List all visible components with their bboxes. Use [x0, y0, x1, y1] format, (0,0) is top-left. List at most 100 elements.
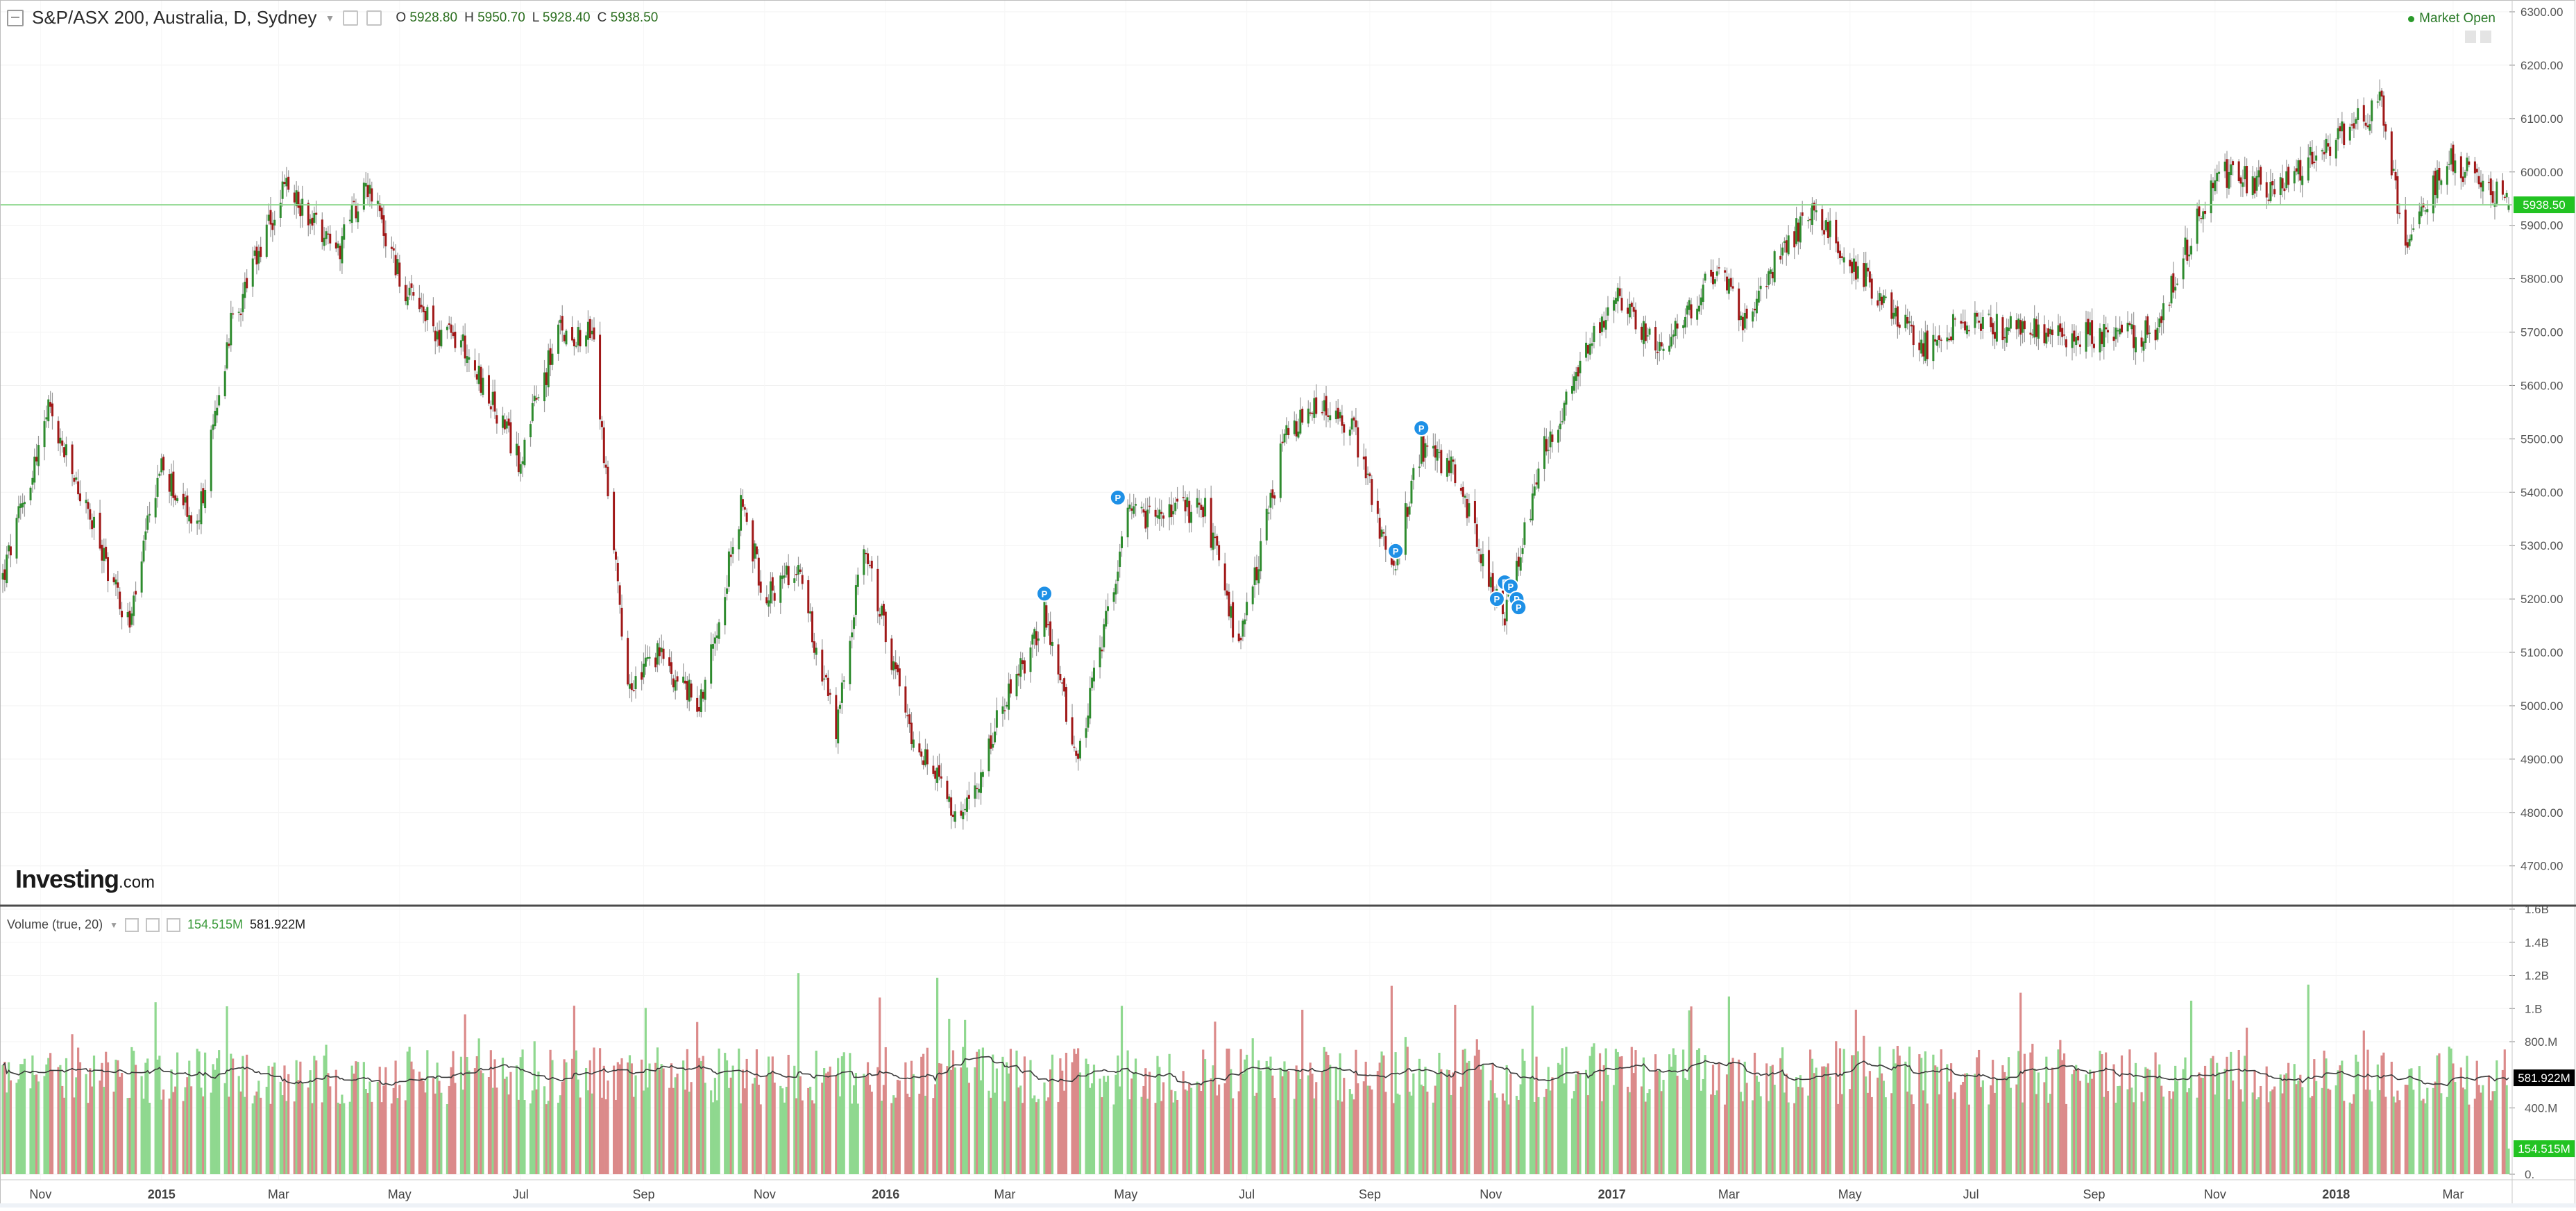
candle-body — [2410, 234, 2413, 241]
volume-ma — [2, 1056, 2509, 1087]
candle-body — [1793, 231, 1796, 248]
volume-bar — [1507, 1104, 1510, 1174]
volume-bar — [2489, 1100, 2492, 1174]
event-marker[interactable]: P — [1036, 585, 1053, 602]
candle-body — [408, 287, 411, 296]
candle-body — [1752, 311, 1754, 322]
candle-body — [1908, 321, 1911, 323]
event-marker[interactable]: P — [1413, 419, 1430, 437]
candle-body — [884, 611, 887, 643]
candle-body — [827, 677, 829, 696]
chevron-down-icon[interactable]: ▼ — [110, 920, 118, 930]
volume-bar — [1725, 1074, 1729, 1174]
volume-bar — [267, 1065, 270, 1174]
volume-bar — [978, 1049, 981, 1174]
event-marker[interactable]: P — [1387, 542, 1405, 559]
candle-body — [674, 680, 677, 691]
scroll-down-icon[interactable] — [2480, 31, 2491, 43]
volume-bar — [682, 1060, 685, 1174]
volume-bar — [1682, 1049, 1685, 1174]
scroll-controls[interactable] — [2465, 31, 2491, 43]
chevron-down-icon[interactable]: ▼ — [325, 12, 335, 24]
volume-bar — [1785, 1074, 1788, 1174]
candle-body — [1214, 536, 1217, 539]
event-marker-dot[interactable] — [1109, 489, 1126, 506]
close-icon[interactable] — [166, 917, 180, 932]
volume-bar — [134, 1065, 137, 1174]
candle-body — [285, 178, 288, 187]
hide-icon[interactable] — [366, 10, 382, 26]
candle-body — [2283, 188, 2286, 192]
candle-body — [1585, 342, 1588, 358]
candle-body — [535, 398, 538, 400]
candle-body — [1452, 459, 1455, 462]
volume-bar — [382, 1085, 385, 1174]
candle-body — [1491, 573, 1494, 594]
volume-bar — [2099, 1051, 2101, 1174]
volume-bar — [384, 1067, 387, 1174]
candle-body — [1535, 482, 1538, 485]
logo-domain: .com — [119, 873, 155, 892]
event-marker[interactable]: P — [1510, 599, 1527, 616]
volume-bar — [1343, 1078, 1346, 1174]
candle-body — [1103, 624, 1105, 647]
candle-body — [2223, 161, 2226, 171]
volume-bar — [591, 1093, 593, 1174]
candle-body — [2461, 176, 2464, 183]
volume-bar — [126, 1098, 129, 1174]
volume-bar — [1612, 1085, 1616, 1174]
candle-body — [45, 417, 48, 420]
scroll-up-icon[interactable] — [2465, 31, 2476, 43]
volume-bar — [866, 1062, 870, 1174]
event-marker-dot[interactable] — [1413, 419, 1430, 437]
volume-bar — [31, 1055, 34, 1174]
candle-body — [2489, 178, 2492, 196]
volume-bar — [628, 1055, 632, 1174]
event-marker[interactable]: P — [1109, 489, 1126, 506]
volume-bar — [2043, 1082, 2046, 1174]
candle-body — [1091, 677, 1094, 688]
volume-bar — [2071, 1074, 2074, 1174]
volume-bar — [835, 1075, 838, 1174]
event-marker[interactable]: P — [1488, 591, 1505, 608]
volume-bar — [133, 1051, 135, 1174]
candle-body — [1396, 553, 1399, 566]
candle-body — [454, 331, 457, 348]
collapse-icon[interactable] — [7, 9, 24, 26]
volume-bar — [450, 1067, 452, 1174]
candle-body — [1551, 434, 1554, 442]
volume-bar — [1285, 1069, 1288, 1174]
volume-bar — [1978, 1049, 1981, 1174]
event-marker-dot[interactable] — [1387, 542, 1405, 559]
volume-bar — [1509, 1074, 1512, 1174]
volume-bar — [2033, 1068, 2036, 1174]
volume-bar — [922, 1053, 925, 1174]
candle-body — [1239, 637, 1242, 641]
event-marker-dot[interactable] — [1510, 599, 1527, 616]
event-markers[interactable]: PPPPPPPPP — [1036, 419, 1527, 616]
candle-body — [1644, 323, 1647, 341]
volume-bar — [1951, 1099, 1955, 1174]
event-marker-dot[interactable] — [1488, 591, 1505, 608]
settings-icon[interactable] — [124, 917, 139, 932]
volume-bar — [1051, 1054, 1054, 1174]
x-tick-label: Mar — [2442, 1187, 2464, 1201]
symbol-title[interactable]: S&P/ASX 200, Australia, D, Sydney — [32, 7, 317, 28]
volume-bar — [1898, 1056, 1901, 1174]
candle-body — [1446, 458, 1448, 477]
hide-icon[interactable] — [145, 917, 160, 932]
volume-title[interactable]: Volume (true, 20) — [7, 917, 103, 931]
volume-bar — [49, 1053, 52, 1174]
volume-bar — [1325, 1051, 1328, 1174]
volume-bar — [1795, 1077, 1798, 1174]
candle-body — [2366, 125, 2369, 128]
candle-body — [2144, 320, 2147, 344]
volume-bar — [1, 1065, 4, 1174]
candle-body — [105, 546, 108, 559]
event-marker-dot[interactable] — [1036, 585, 1053, 602]
volume-bar — [2168, 1091, 2171, 1174]
volume-bar — [1089, 1087, 1092, 1174]
settings-icon[interactable] — [343, 10, 359, 26]
